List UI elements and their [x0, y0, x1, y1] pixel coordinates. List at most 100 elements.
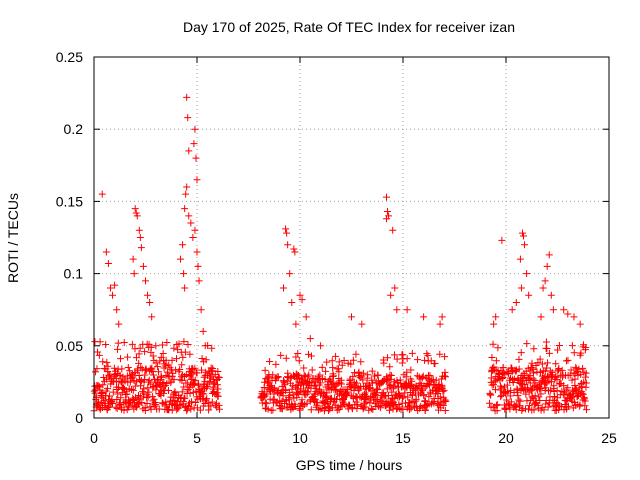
x-tick-label: 15: [395, 430, 411, 446]
data-point: [329, 364, 337, 372]
data-point: [436, 393, 444, 401]
data-point: [550, 388, 558, 396]
data-point: [529, 375, 537, 383]
data-point: [104, 362, 112, 370]
data-point: [126, 378, 134, 386]
data-point: [510, 375, 518, 383]
data-point: [195, 277, 203, 285]
data-point: [202, 384, 210, 392]
data-point: [440, 386, 448, 394]
data-point: [516, 397, 524, 405]
data-point: [386, 363, 394, 371]
data-point: [141, 407, 149, 415]
data-point: [419, 386, 427, 394]
data-point: [335, 368, 343, 376]
data-point: [99, 358, 107, 366]
x-tick-label: 0: [90, 430, 98, 446]
data-point: [216, 405, 224, 413]
data-point: [124, 353, 132, 361]
data-point: [492, 357, 500, 365]
data-point: [553, 394, 561, 402]
data-point: [426, 372, 434, 380]
data-point: [201, 342, 209, 350]
data-point: [391, 351, 399, 359]
data-point: [412, 395, 420, 403]
data-point: [441, 368, 449, 376]
data-point: [371, 400, 379, 408]
data-point: [208, 372, 216, 380]
data-point: [105, 403, 113, 411]
data-point: [582, 379, 590, 387]
data-point: [96, 338, 104, 346]
data-point: [519, 375, 527, 383]
data-point: [159, 350, 167, 358]
data-point: [189, 234, 197, 241]
data-point: [191, 376, 199, 384]
data-point: [180, 383, 188, 391]
data-point: [291, 248, 299, 256]
data-point: [292, 353, 300, 361]
data-point: [536, 355, 544, 363]
data-point: [512, 298, 520, 306]
data-point: [288, 385, 296, 393]
data-point: [157, 373, 165, 381]
y-tick-label: 0.2: [64, 121, 84, 137]
data-point: [498, 236, 506, 244]
data-point: [154, 363, 162, 371]
data-point: [183, 93, 191, 101]
data-point: [202, 356, 210, 364]
data-point: [531, 392, 539, 400]
data-point: [386, 406, 394, 414]
data-point: [186, 350, 194, 358]
data-point: [305, 371, 313, 379]
data-point: [420, 313, 428, 321]
data-point: [282, 225, 290, 233]
y-tick-label: 0.1: [64, 266, 84, 282]
data-point: [328, 357, 336, 365]
data-point: [186, 389, 194, 397]
data-point: [399, 392, 407, 400]
data-point: [568, 376, 576, 384]
data-point: [104, 259, 112, 267]
data-point: [541, 277, 549, 285]
data-point: [499, 364, 507, 372]
data-point: [126, 367, 134, 375]
y-tick-label: 0.15: [56, 193, 83, 209]
data-point: [264, 405, 272, 413]
x-tick-label: 20: [498, 430, 514, 446]
data-point: [141, 371, 149, 379]
data-point: [213, 389, 221, 397]
data-point: [274, 373, 282, 381]
data-point: [506, 405, 514, 413]
data-point: [289, 391, 297, 399]
data-point: [130, 270, 138, 278]
data-point: [199, 327, 207, 335]
data-point: [564, 310, 572, 318]
data-point: [393, 355, 401, 363]
data-point: [359, 369, 367, 377]
chart-title: Day 170 of 2025, Rate Of TEC Index for r…: [183, 19, 515, 35]
data-point: [162, 356, 170, 364]
data-point: [180, 270, 188, 278]
data-point: [190, 140, 198, 148]
data-point: [102, 248, 110, 256]
data-point: [542, 338, 550, 346]
data-point: [436, 320, 444, 328]
data-point: [406, 382, 414, 390]
data-point: [299, 402, 307, 410]
data-point: [438, 313, 446, 321]
plot-frame: [93, 56, 610, 419]
data-point: [521, 241, 529, 249]
data-point: [319, 399, 327, 407]
data-point: [306, 335, 314, 343]
data-point: [349, 373, 357, 381]
data-point: [94, 398, 102, 406]
data-point: [284, 369, 292, 377]
data-point: [170, 344, 178, 352]
data-point: [198, 354, 206, 362]
data-point: [158, 341, 166, 349]
data-point: [93, 365, 101, 373]
data-point: [369, 406, 377, 414]
data-point: [387, 371, 395, 379]
data-point: [185, 147, 193, 155]
